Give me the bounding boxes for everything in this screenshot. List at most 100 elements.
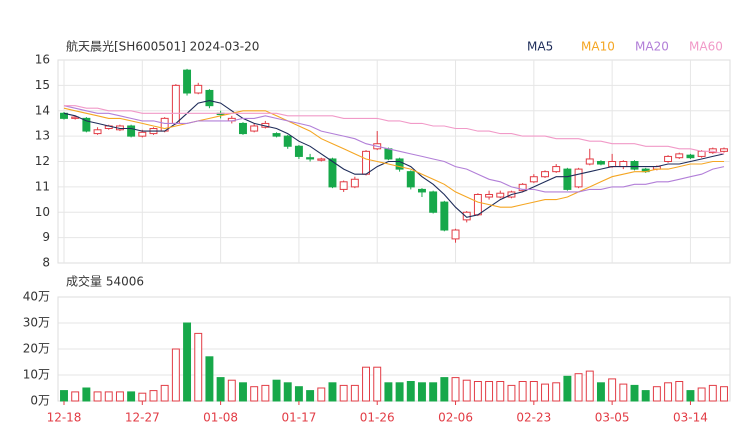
candle-body	[485, 193, 494, 198]
candle-body	[630, 161, 639, 170]
volume-title: 成交量 54006	[66, 274, 144, 289]
volume-bar	[317, 387, 326, 402]
volume-bar	[362, 366, 371, 402]
candle-body	[127, 125, 136, 137]
candle-body	[194, 84, 203, 94]
volume-bar	[93, 391, 102, 402]
volume-bar	[60, 390, 68, 402]
volume-bar	[149, 390, 158, 402]
volume-bar	[160, 384, 169, 402]
volume-bar	[82, 387, 91, 402]
volume-bar	[294, 386, 303, 402]
candle-body	[183, 69, 192, 94]
volume-bar	[384, 382, 393, 402]
candle-body	[462, 211, 471, 221]
volume-bar	[473, 381, 482, 402]
x-tick-label: 03-05	[595, 411, 630, 425]
y-tick-label: 8	[42, 256, 50, 270]
y-tick-label: 16	[35, 53, 50, 67]
volume-bar	[339, 384, 348, 402]
candle-body	[239, 122, 247, 135]
volume-bar	[451, 377, 460, 402]
volume-bar	[630, 384, 639, 402]
x-tick-label: 01-26	[360, 411, 395, 425]
y-tick-label: 14	[35, 103, 50, 117]
volume-bar	[171, 348, 180, 402]
y-tick-label: 20万	[23, 342, 50, 356]
candle-body	[171, 84, 180, 124]
volume-bar	[138, 392, 147, 402]
x-tick-label: 02-23	[516, 411, 551, 425]
y-tick-label: 15	[35, 78, 50, 92]
volume-bar	[462, 379, 471, 402]
candle-body	[205, 89, 214, 107]
volume-bar	[127, 391, 136, 402]
volume-bar	[395, 382, 404, 402]
x-tick-label: 12-18	[47, 411, 82, 425]
volume-bar	[708, 384, 717, 402]
volume-bar	[675, 381, 684, 402]
candle-body	[686, 154, 695, 159]
volume-bar	[205, 356, 214, 402]
volume-bar	[272, 379, 281, 402]
x-tick-label: 02-06	[438, 411, 473, 425]
x-tick-label: 03-14	[673, 411, 708, 425]
candle-body	[708, 148, 717, 154]
candle-body	[608, 161, 617, 168]
candle-body	[60, 112, 68, 119]
volume-bar	[697, 387, 706, 402]
volume-bar	[529, 381, 538, 402]
volume-bar	[306, 390, 315, 402]
candle-body	[440, 201, 449, 231]
chart-title: 航天晨光[SH600501] 2024-03-20	[66, 39, 259, 54]
candle-body	[395, 158, 404, 170]
volume-bar	[261, 384, 270, 402]
volume-bar	[227, 379, 236, 402]
volume-bar	[585, 370, 594, 402]
volume-bar	[194, 332, 203, 402]
volume-bar	[619, 383, 628, 402]
plot-border	[57, 296, 731, 402]
candle-body	[563, 168, 572, 190]
candle-body	[697, 150, 706, 157]
y-tick-label: 30万	[23, 316, 50, 330]
y-tick-label: 12	[35, 154, 50, 168]
volume-bar	[429, 382, 438, 402]
y-tick-label: 13	[35, 129, 50, 143]
candle-body	[406, 171, 415, 188]
volume-bar	[720, 386, 728, 402]
ma-line	[63, 105, 725, 193]
volume-bar	[216, 377, 225, 402]
volume-bar	[350, 384, 359, 402]
volume-bar	[608, 378, 617, 402]
volume-bar	[563, 375, 572, 402]
candle-body	[283, 135, 292, 147]
candle-body	[384, 148, 393, 160]
candle-body	[429, 191, 438, 213]
ma-line	[64, 105, 725, 155]
candle-body	[664, 155, 673, 163]
candle-body	[317, 158, 326, 161]
legend-entry: MA10	[581, 40, 615, 54]
legend-entry: MA20	[635, 40, 669, 54]
candle-body	[675, 153, 684, 159]
volume-bar	[417, 382, 426, 402]
candle-body	[619, 161, 628, 168]
volume-bar	[440, 377, 449, 402]
candle-body	[496, 192, 505, 198]
volume-bar	[239, 382, 247, 402]
volume-bar	[496, 381, 505, 402]
volume-bar	[574, 373, 583, 402]
volume-bar	[373, 366, 382, 402]
candle-body	[473, 193, 482, 216]
volume-bar	[71, 391, 80, 402]
candle-body	[552, 166, 561, 173]
volume-bar	[652, 386, 661, 402]
volume-bar	[541, 383, 549, 402]
y-tick-label: 11	[35, 179, 50, 193]
candle-body	[294, 145, 303, 157]
candle-body	[518, 183, 527, 192]
y-tick-label: 10	[35, 205, 50, 219]
ma-line	[63, 100, 725, 218]
candle-body	[529, 176, 538, 183]
